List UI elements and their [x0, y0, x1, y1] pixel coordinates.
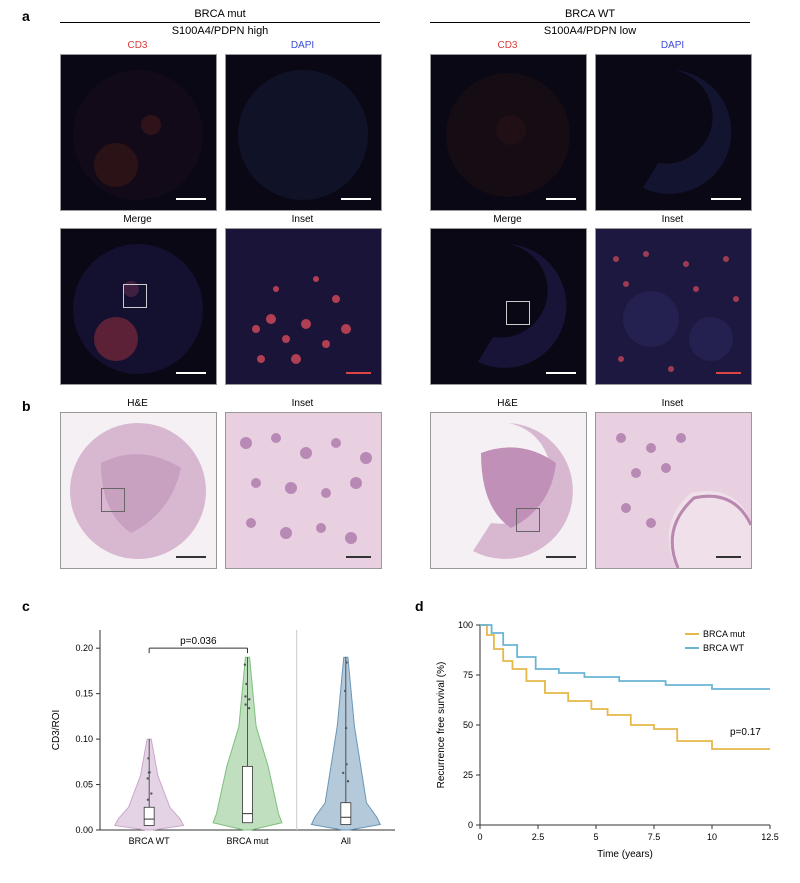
svg-text:All: All: [341, 836, 351, 846]
micrograph-cd3-right: [430, 54, 587, 211]
svg-text:50: 50: [463, 720, 473, 730]
svg-text:0: 0: [477, 832, 482, 842]
micrograph-inset-right: [595, 228, 752, 385]
svg-text:Time (years): Time (years): [597, 849, 653, 860]
svg-text:0: 0: [468, 820, 473, 830]
violin-plot: 0.00 0.05 0.10 0.15 0.20 CD3/ROI BRCA WT BRCA m…: [45, 610, 405, 865]
svg-text:0.20: 0.20: [75, 643, 93, 653]
svg-text:0.10: 0.10: [75, 734, 93, 744]
svg-text:BRCA mut: BRCA mut: [703, 629, 746, 639]
svg-text:0.05: 0.05: [75, 780, 93, 790]
he-right: [430, 412, 587, 569]
svg-text:BRCA WT: BRCA WT: [129, 836, 171, 846]
label-dapi-left: DAPI: [225, 40, 380, 51]
he-left: [60, 412, 217, 569]
panel-label-a: a: [22, 8, 30, 24]
panel-label-b: b: [22, 398, 31, 414]
panel-label-d: d: [415, 598, 424, 614]
he-inset-right: [595, 412, 752, 569]
label-cd3-left: CD3: [60, 40, 215, 51]
svg-text:2.5: 2.5: [532, 832, 545, 842]
micrograph-merge-right: [430, 228, 587, 385]
micrograph-merge-left: [60, 228, 217, 385]
svg-text:p=0.17: p=0.17: [730, 727, 761, 738]
svg-text:0.15: 0.15: [75, 689, 93, 699]
svg-text:BRCA WT: BRCA WT: [703, 643, 745, 653]
label-cd3-right: CD3: [430, 40, 585, 51]
label-merge-right: Merge: [430, 214, 585, 225]
svg-text:BRCA mut: BRCA mut: [226, 836, 269, 846]
micrograph-cd3-left: [60, 54, 217, 211]
svg-text:75: 75: [463, 670, 473, 680]
svg-text:25: 25: [463, 770, 473, 780]
label-he-left: H&E: [60, 398, 215, 409]
label-inset-left: Inset: [225, 214, 380, 225]
panel-label-c: c: [22, 598, 30, 614]
label-he-right: H&E: [430, 398, 585, 409]
km-plot: 0 25 50 75 100 0 2.5 5 7.5 10 12.5 Recurrence free …: [430, 610, 780, 865]
svg-text:Recurrence free survival (%): Recurrence free survival (%): [436, 662, 447, 789]
svg-text:100: 100: [458, 620, 473, 630]
svg-text:7.5: 7.5: [648, 832, 661, 842]
svg-text:p=0.036: p=0.036: [180, 636, 217, 647]
svg-text:10: 10: [707, 832, 717, 842]
label-merge-left: Merge: [60, 214, 215, 225]
micrograph-dapi-left: [225, 54, 382, 211]
header-right-group: BRCA WT: [430, 8, 750, 20]
svg-text:5: 5: [593, 832, 598, 842]
label-dapi-right: DAPI: [595, 40, 750, 51]
svg-text:12.5: 12.5: [761, 832, 779, 842]
header-left-sub: S100A4/PDPN high: [60, 22, 380, 37]
header-right-sub: S100A4/PDPN low: [430, 22, 750, 37]
header-left-group: BRCA mut: [60, 8, 380, 20]
label-he-inset-left: Inset: [225, 398, 380, 409]
svg-text:0.00: 0.00: [75, 825, 93, 835]
label-he-inset-right: Inset: [595, 398, 750, 409]
svg-text:CD3/ROI: CD3/ROI: [51, 710, 62, 751]
label-inset-right: Inset: [595, 214, 750, 225]
micrograph-dapi-right: [595, 54, 752, 211]
micrograph-inset-left: [225, 228, 382, 385]
he-inset-left: [225, 412, 382, 569]
